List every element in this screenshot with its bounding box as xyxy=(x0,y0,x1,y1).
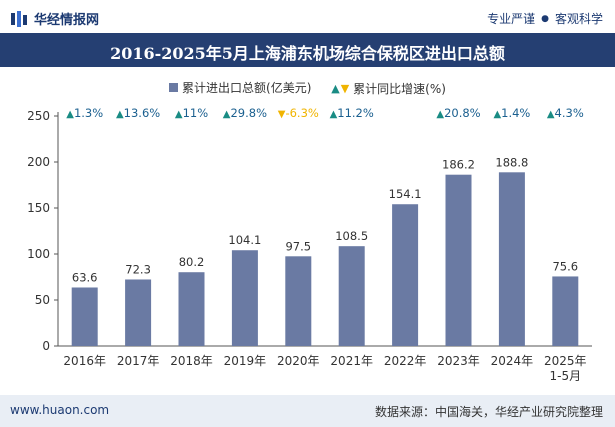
brand-name: 华经情报网 xyxy=(34,13,100,28)
growth-up-triangle-icon: ▲ xyxy=(547,109,555,120)
growth-up-triangle-icon: ▲ xyxy=(330,109,338,120)
y-tick-label: 250 xyxy=(27,109,50,123)
growth-label: ▲1.3% xyxy=(66,106,103,120)
legend-growth-label: 累计同比增速(%) xyxy=(353,82,446,96)
x-tick-label: 2022年 xyxy=(384,354,427,368)
legend-bar-swatch xyxy=(169,83,179,92)
growth-down-triangle-icon: ▼ xyxy=(278,109,286,120)
bar-value-label: 97.5 xyxy=(285,239,311,253)
bar xyxy=(71,287,98,346)
x-tick-label: 1-5月 xyxy=(549,369,581,383)
y-tick-label: 150 xyxy=(27,201,50,215)
bar-value-label: 80.2 xyxy=(179,255,205,269)
x-tick-label: 2017年 xyxy=(117,354,160,368)
legend-bar: 累计进出口总额(亿美元) xyxy=(169,79,311,96)
growth-value: 11.2% xyxy=(337,106,374,120)
growth-label: ▲11.2% xyxy=(330,106,374,120)
slogan-separator: ● xyxy=(541,13,549,24)
bar xyxy=(445,174,472,346)
title-bar: 2016-2025年5月上海浦东机场综合保税区进出口总额 xyxy=(0,33,615,67)
growth-up-triangle-icon: ▲ xyxy=(223,109,231,120)
slogan: 专业严谨 ● 客观科学 xyxy=(487,10,603,27)
x-tick-label: 2023年 xyxy=(437,354,480,368)
bar-value-label: 72.3 xyxy=(125,262,151,276)
legend-up-triangle-icon: ▲ xyxy=(331,82,340,95)
growth-label: ▲13.6% xyxy=(116,106,160,120)
growth-up-triangle-icon: ▲ xyxy=(493,109,501,120)
legend-bar-label: 累计进出口总额(亿美元) xyxy=(182,81,312,95)
growth-label: ▲20.8% xyxy=(436,106,480,120)
x-tick-label: 2016年 xyxy=(63,354,106,368)
footer-source: 数据来源：中国海关，华经产业研究院整理 xyxy=(374,405,603,419)
bar xyxy=(178,272,205,346)
bar xyxy=(285,256,312,346)
x-tick-label: 2018年 xyxy=(170,354,213,368)
x-tick-label: 2021年 xyxy=(330,354,373,368)
bar xyxy=(498,172,525,346)
top-bar: 华经情报网 专业严谨 ● 客观科学 xyxy=(0,0,615,33)
bar xyxy=(392,204,419,346)
slogan-left: 专业严谨 xyxy=(487,12,536,26)
growth-value: 4.3% xyxy=(555,106,584,120)
bar-chart: 05010015020025063.62016年▲1.3%72.32017年▲1… xyxy=(27,106,592,383)
bar-value-label: 104.1 xyxy=(228,233,261,247)
growth-value: 1.4% xyxy=(501,106,530,120)
growth-label: ▲29.8% xyxy=(223,106,267,120)
slogan-right: 客观科学 xyxy=(554,12,603,26)
x-tick-label: 2025年 xyxy=(544,354,587,368)
growth-value: 13.6% xyxy=(124,106,161,120)
y-tick-label: 200 xyxy=(27,155,50,169)
footer-website[interactable]: www.huaon.com xyxy=(10,403,110,417)
bar xyxy=(231,250,258,346)
growth-up-triangle-icon: ▲ xyxy=(436,109,444,120)
bar-value-label: 188.8 xyxy=(495,155,528,169)
legend-growth: ▲ ▼ 累计同比增速(%) xyxy=(331,80,446,97)
bar xyxy=(125,279,152,346)
y-tick-label: 50 xyxy=(35,293,50,307)
x-tick-label: 2019年 xyxy=(224,354,267,368)
bar xyxy=(338,246,365,346)
brand[interactable]: 华经情报网 xyxy=(10,9,99,28)
growth-up-triangle-icon: ▲ xyxy=(116,109,124,120)
chart-legend: 累计进出口总额(亿美元) ▲ ▼ 累计同比增速(%) xyxy=(0,79,615,97)
bar-value-label: 108.5 xyxy=(335,229,368,243)
bar xyxy=(552,276,579,346)
growth-value: -6.3% xyxy=(285,106,318,120)
growth-up-triangle-icon: ▲ xyxy=(175,109,183,120)
growth-label: ▼-6.3% xyxy=(278,106,319,120)
growth-value: 20.8% xyxy=(444,106,481,120)
bar-value-label: 186.2 xyxy=(442,158,475,172)
x-tick-label: 2024年 xyxy=(491,354,534,368)
footer: www.huaon.com 数据来源：中国海关，华经产业研究院整理 xyxy=(0,395,615,427)
bar-value-label: 63.6 xyxy=(72,270,98,284)
growth-label: ▲1.4% xyxy=(493,106,530,120)
chart-title: 2016-2025年5月上海浦东机场综合保税区进出口总额 xyxy=(110,44,505,63)
growth-value: 29.8% xyxy=(230,106,267,120)
growth-value: 1.3% xyxy=(74,106,103,120)
brand-logo-icon xyxy=(11,10,27,27)
y-tick-label: 0 xyxy=(42,339,50,353)
growth-value: 11% xyxy=(183,106,209,120)
growth-label: ▲4.3% xyxy=(547,106,584,120)
bar-value-label: 154.1 xyxy=(389,187,422,201)
growth-label: ▲11% xyxy=(175,106,208,120)
growth-up-triangle-icon: ▲ xyxy=(66,109,74,120)
bar-value-label: 75.6 xyxy=(552,259,578,273)
y-tick-label: 100 xyxy=(27,247,50,261)
x-tick-label: 2020年 xyxy=(277,354,320,368)
legend-down-triangle-icon: ▼ xyxy=(340,82,350,95)
